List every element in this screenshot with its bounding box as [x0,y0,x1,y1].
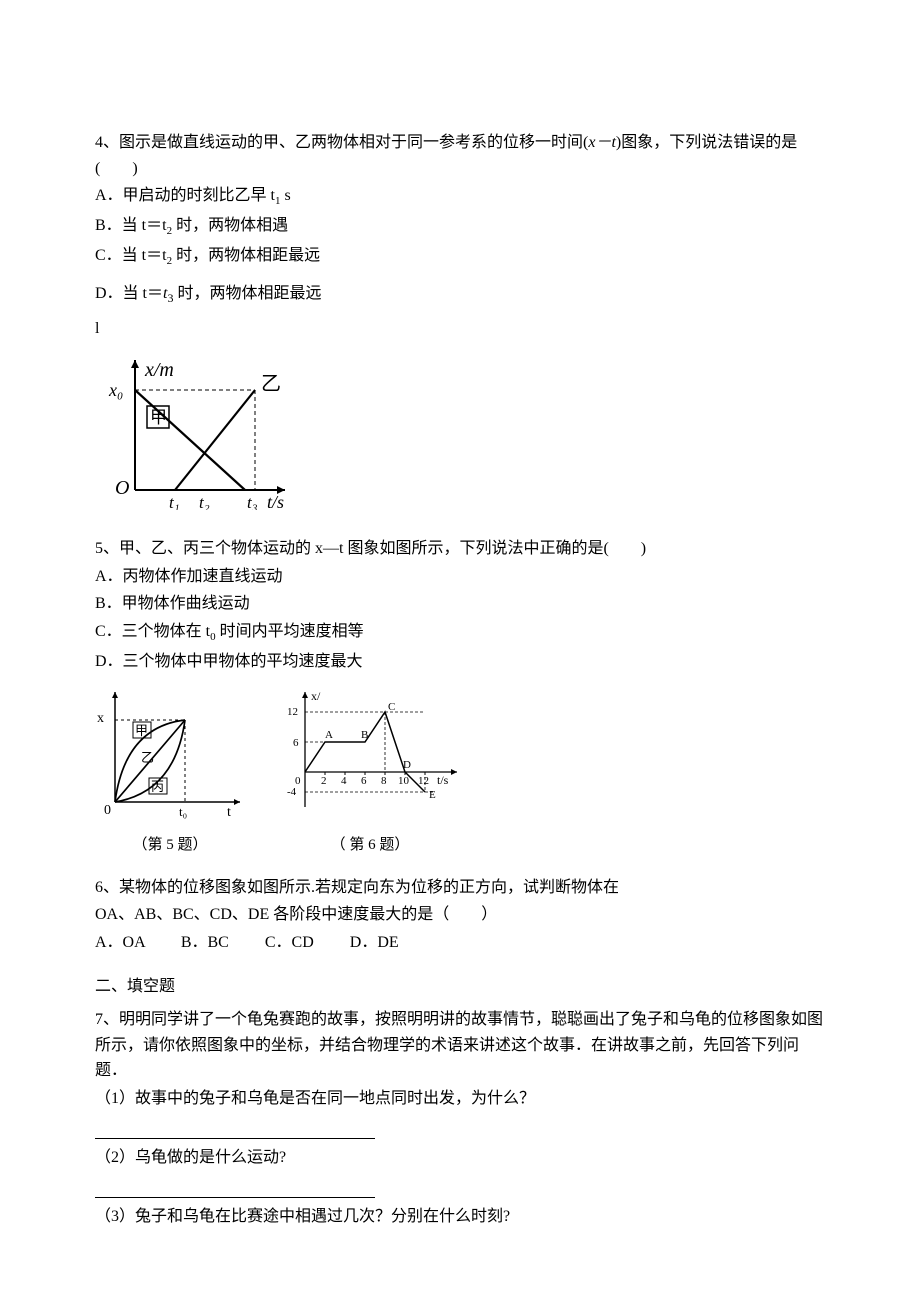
fig6-x4: 4 [341,775,347,787]
q4-option-d: D．当 t＝t3 时，两物体相距最远 [95,281,825,308]
question-7: 7、明明同学讲了一个龟兔赛跑的故事，按照明明讲的故事情节，聪聪画出了兔子和乌龟的… [95,1007,825,1229]
fig4-axis-x: t/s [267,492,284,510]
fig6-x12: 12 [418,775,429,787]
q4-option-b: B．当 t＝t2 时，两物体相遇 [95,213,825,241]
figure-row-5-6: x 甲 乙 丙 0 t₀ t （第 5 题） [95,682,825,857]
fig4-origin: O [115,477,129,499]
q6-option-a: A．OA [95,934,145,951]
fig6-D: D [403,759,411,771]
figure-6-svg: x/ 12 6 -4 0 2 4 6 8 10 12 t/s A B C D [275,682,465,822]
fig6-A: A [325,729,333,741]
q5-option-b: B．甲物体作曲线运动 [95,591,825,617]
fig6-x2: 2 [321,775,327,787]
question-6: 6、某物体的位移图象如图所示.若规定向东为位移的正方向，试判断物体在 OA、AB… [95,875,825,956]
fig5-yi: 乙 [141,750,154,765]
q4-b-pre: B．当 t＝t [95,217,167,234]
q7-blank-1 [95,1116,375,1139]
q7-sub3: （3）兔子和乌龟在比赛途中相遇过几次？分别在什么时刻? [95,1204,825,1230]
q7-stem: 7、明明同学讲了一个龟兔赛跑的故事，按照明明讲的故事情节，聪聪画出了兔子和乌龟的… [95,1007,825,1084]
fig6-axis-y: x/ [311,689,321,703]
fig5-origin: 0 [104,803,111,818]
figure-4-svg: x/m x₀ 甲 乙 O t₁ t₂ t₃ t/s [95,350,295,510]
page: 4、图示是做直线运动的甲、乙两物体相对于同一参考系的位移一时间(x－t)图象，下… [0,0,920,1308]
figure-4: x/m x₀ 甲 乙 O t₁ t₂ t₃ t/s [95,350,825,519]
q4-d-pre: D．当 t＝ [95,285,163,302]
fig6-y6: 6 [293,737,299,749]
fig4-axis-y: x/m [144,359,174,381]
fig4-t1: t₁ [169,493,180,510]
fig6-x8: 8 [381,775,387,787]
q4-b-post: 时，两物体相遇 [172,217,288,234]
q4-option-c: C．当 t＝t2 时，两物体相距最远 [95,243,825,271]
q5-c-pre: C．三个物体在 t [95,623,210,640]
fig5-axis-x: t [227,805,231,820]
figure-5-caption: （第 5 题） [95,833,245,857]
q6-stem1: 6、某物体的位移图象如图所示.若规定向东为位移的正方向，试判断物体在 [95,875,825,901]
fig6-x6: 6 [361,775,367,787]
fig4-x0: x₀ [108,380,123,400]
q4-a-pre: A．甲启动的时刻比乙早 t [95,187,275,204]
q4-option-a: A．甲启动的时刻比乙早 t1 s [95,183,825,211]
fig6-B: B [361,729,368,741]
fig6-C: C [388,701,395,713]
fig4-jia: 甲 [150,408,167,427]
q5-stem: 5、甲、乙、丙三个物体运动的 x—t 图象如图所示，下列说法中正确的是( ) [95,536,825,562]
q4-c-pre: C．当 t＝t [95,247,167,264]
q6-option-c: C．CD [265,934,314,951]
fig6-yneg4: -4 [287,786,297,798]
q5-option-a: A．丙物体作加速直线运动 [95,564,825,590]
fig6-y12: 12 [287,706,298,718]
q4-stem-pre: 4、图示是做直线运动的甲、乙两物体相对于同一参考系的位移一时间( [95,134,588,151]
q7-sub2: （2）乌龟做的是什么运动? [95,1145,825,1171]
q4-a-post: s [281,187,291,204]
fig5-bing: 丙 [151,779,164,794]
q6-stem2: OA、AB、BC、CD、DE 各阶段中速度最大的是（ ） [95,902,825,928]
q6-options: A．OA B．BC C．CD D．DE [95,930,825,956]
q4-stray-l: l [95,316,825,342]
q4-c-post: 时，两物体相距最远 [172,247,320,264]
fig5-jia: 甲 [135,723,148,738]
question-5: 5、甲、乙、丙三个物体运动的 x—t 图象如图所示，下列说法中正确的是( ) A… [95,536,825,857]
q4-stem: 4、图示是做直线运动的甲、乙两物体相对于同一参考系的位移一时间(x－t)图象，下… [95,130,825,181]
q5-option-c: C．三个物体在 t0 时间内平均速度相等 [95,619,825,647]
fig4-t3: t₃ [247,493,258,510]
question-4: 4、图示是做直线运动的甲、乙两物体相对于同一参考系的位移一时间(x－t)图象，下… [95,130,825,518]
q5-c-post: 时间内平均速度相等 [216,623,364,640]
section-2-title: 二、填空题 [95,974,825,1000]
fig4-yi: 乙 [261,373,281,395]
fig4-t2: t₂ [199,493,210,510]
q7-sub1: （1）故事中的兔子和乌龟是否在同一地点同时出发，为什么？ [95,1086,825,1112]
fig6-E: E [429,789,436,801]
q5-option-d: D．三个物体中甲物体的平均速度最大 [95,649,825,675]
figure-5-wrap: x 甲 乙 丙 0 t₀ t （第 5 题） [95,682,245,857]
q6-option-b: B．BC [181,934,229,951]
fig5-x: x [97,711,104,726]
figure-5-svg: x 甲 乙 丙 0 t₀ t [95,682,245,822]
q7-blank-2 [95,1175,375,1198]
figure-6-wrap: x/ 12 6 -4 0 2 4 6 8 10 12 t/s A B C D [275,682,465,857]
fig6-axis-x: t/s [437,773,449,787]
q6-option-d: D．DE [350,934,399,951]
fig5-t0: t₀ [179,804,187,819]
fig6-x10: 10 [398,775,410,787]
fig6-origin: 0 [295,775,301,787]
figure-6-caption: （ 第 6 题） [275,833,465,857]
q4-stem-var: x－t [588,134,616,151]
q4-d-post: 时，两物体相距最远 [173,285,321,302]
